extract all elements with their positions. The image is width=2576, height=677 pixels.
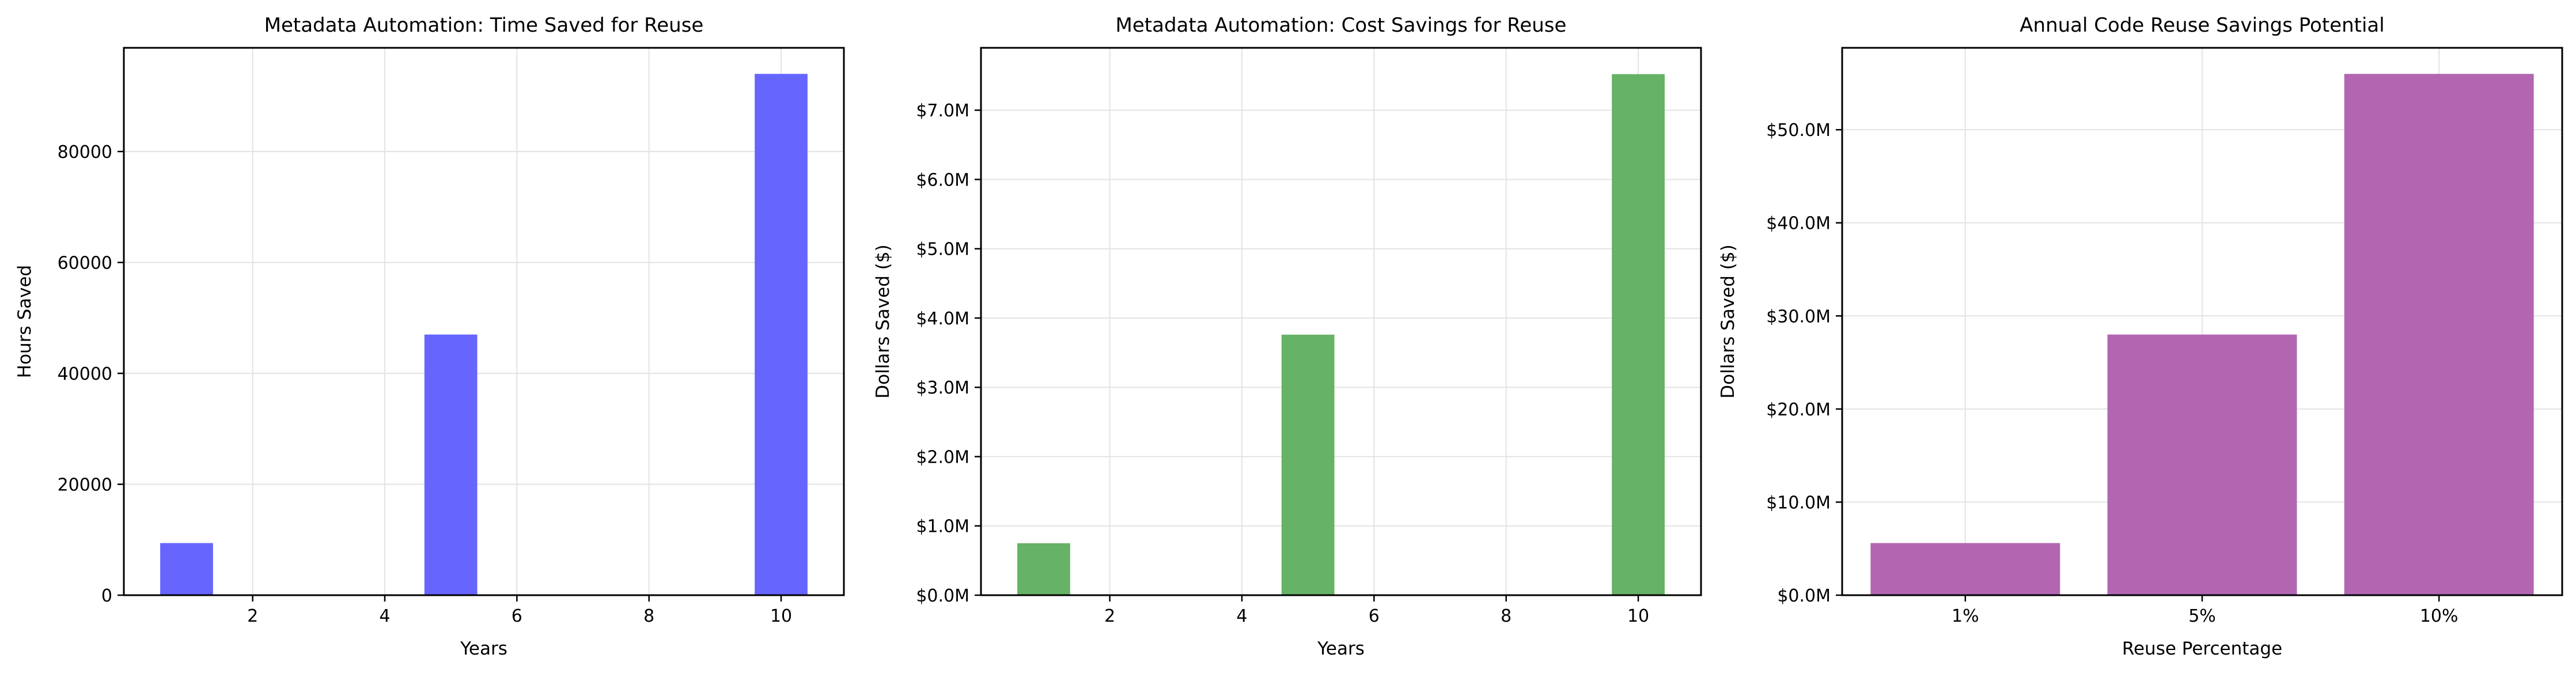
bar-series [1017,74,1665,596]
x-tick-label: 10% [2420,606,2458,626]
x-tick-label: 8 [643,606,654,626]
bar-10pct [2344,74,2534,595]
x-tick-label: 4 [379,606,390,626]
y-axis-ticks: 0 20000 40000 60000 80000 [58,142,124,606]
y-tick-label: $7.0M [916,101,969,121]
chart-title: Metadata Automation: Time Saved for Reus… [264,14,704,37]
grid-lines [124,48,844,596]
y-tick-label: $30.0M [1766,307,1831,327]
x-axis-label: Reuse Percentage [2122,638,2282,659]
x-axis-label: Years [460,638,507,659]
y-axis-ticks: $0.0M $10.0M $20.0M $30.0M $40.0M $50.0M [1766,120,1842,606]
y-axis-label: Dollars Saved ($) [1718,244,1738,398]
bar-1 [160,543,213,595]
x-axis-label: Years [1317,638,1365,659]
y-axis-ticks: $0.0M $1.0M $2.0M $3.0M $4.0M $5.0M $6.0M $7.0M [916,101,981,606]
x-tick-label: 6 [512,606,522,626]
y-tick-label: 80000 [58,142,112,162]
x-axis-ticks: 2 4 6 8 10 [247,595,792,626]
x-tick-label: 2 [1104,606,1115,626]
y-tick-label: $50.0M [1766,120,1831,141]
bar-1pct [1870,543,2060,595]
y-axis-label: Dollars Saved ($) [873,244,893,398]
x-tick-label: 10 [1627,606,1649,626]
y-tick-label: 60000 [58,253,112,273]
x-tick-label: 2 [247,606,258,626]
chart-title: Metadata Automation: Cost Savings for Re… [1116,14,1567,37]
y-tick-label: 0 [101,586,112,606]
x-tick-label: 1% [1952,606,1979,626]
y-axis-label: Hours Saved [14,265,35,378]
x-tick-label: 10 [770,606,792,626]
bar-series [1870,74,2534,595]
y-tick-label: $0.0M [916,586,969,606]
y-tick-label: 20000 [58,475,112,495]
plot-frame [123,47,845,596]
y-tick-label: $2.0M [916,447,969,467]
x-axis-ticks: 2 4 6 8 10 [1104,595,1649,626]
x-tick-label: 6 [1369,606,1380,626]
y-tick-label: $20.0M [1766,400,1831,420]
y-tick-label: $5.0M [916,240,969,260]
bar-5 [424,334,478,595]
y-tick-label: $4.0M [916,309,969,329]
y-tick-label: 40000 [58,364,112,384]
bar-5pct [2107,334,2297,595]
grid-lines [981,48,1701,596]
x-tick-label: 4 [1236,606,1247,626]
chart-panel-time-saved: Metadata Automation: Time Saved for Reus… [14,14,845,659]
plot-frame [980,47,1702,596]
y-tick-label: $0.0M [1777,586,1831,606]
x-tick-label: 5% [2188,606,2216,626]
bar-5 [1281,334,1335,595]
y-tick-label: $1.0M [916,517,969,537]
y-tick-label: $40.0M [1766,214,1831,234]
y-tick-label: $6.0M [916,170,969,190]
y-tick-label: $10.0M [1766,493,1831,513]
chart-title: Annual Code Reuse Savings Potential [2020,14,2384,37]
y-tick-label: $3.0M [916,378,969,398]
chart-panel-code-reuse: Annual Code Reuse Savings Potential 1% 5%… [1718,14,2563,659]
bar-1 [1017,543,1070,595]
bar-series [160,74,808,595]
bar-10 [1612,74,1665,596]
x-tick-label: 8 [1501,606,1511,626]
bar-10 [755,74,808,595]
chart-panel-cost-savings: Metadata Automation: Cost Savings for Re… [873,14,1702,659]
x-axis-ticks: 1% 5% 10% [1952,595,2458,626]
